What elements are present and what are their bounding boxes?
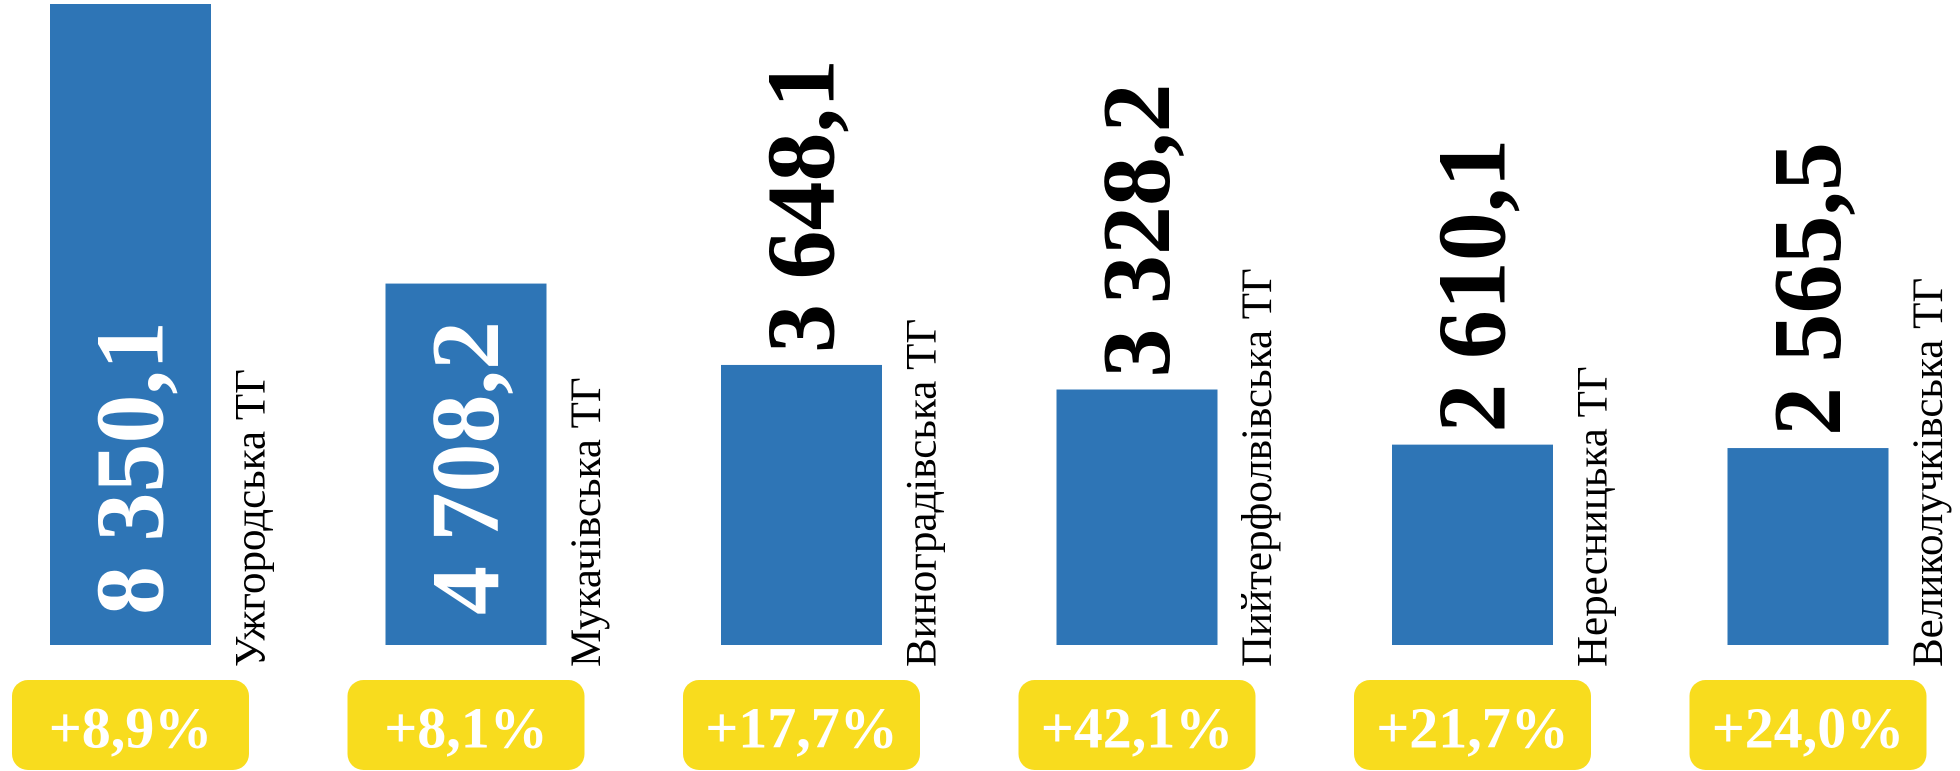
change-label: +24,0%: [1712, 696, 1905, 761]
change-label: +8,1%: [384, 696, 548, 761]
change-badge: [12, 680, 249, 770]
bar: [1392, 444, 1553, 645]
change-badge: [683, 680, 920, 770]
change-label: +42,1%: [1041, 696, 1234, 761]
category-label: Великолучківська ТГ: [1905, 278, 1952, 667]
change-label: +17,7%: [705, 696, 898, 761]
value-label: 2 610,1: [1419, 139, 1527, 433]
bar: [1056, 389, 1218, 645]
value-label: 4 708,2: [412, 321, 520, 615]
change-label: +21,7%: [1376, 696, 1569, 761]
value-label: 2 565,5: [1754, 142, 1862, 436]
bar: [721, 364, 882, 645]
category-label: Ужгородська ТГ: [228, 369, 275, 667]
category-label: Пийтерфолвівська ТГ: [1234, 268, 1281, 667]
change-badge: [347, 680, 585, 770]
change-label: +8,9%: [49, 696, 213, 761]
value-label: 3 648,1: [748, 59, 856, 353]
bar: [385, 283, 547, 645]
category-label: Виноградівська ТГ: [899, 319, 946, 667]
change-badge: [1354, 680, 1591, 770]
value-label: 8 350,1: [77, 321, 185, 615]
value-label: 3 328,2: [1083, 84, 1191, 378]
bar: [50, 4, 211, 645]
change-badge: [1689, 680, 1927, 770]
category-label: Мукачівська ТГ: [563, 377, 610, 667]
bar: [1727, 448, 1889, 645]
category-label: Нересницька ТГ: [1570, 366, 1617, 667]
change-badge: [1018, 680, 1256, 770]
